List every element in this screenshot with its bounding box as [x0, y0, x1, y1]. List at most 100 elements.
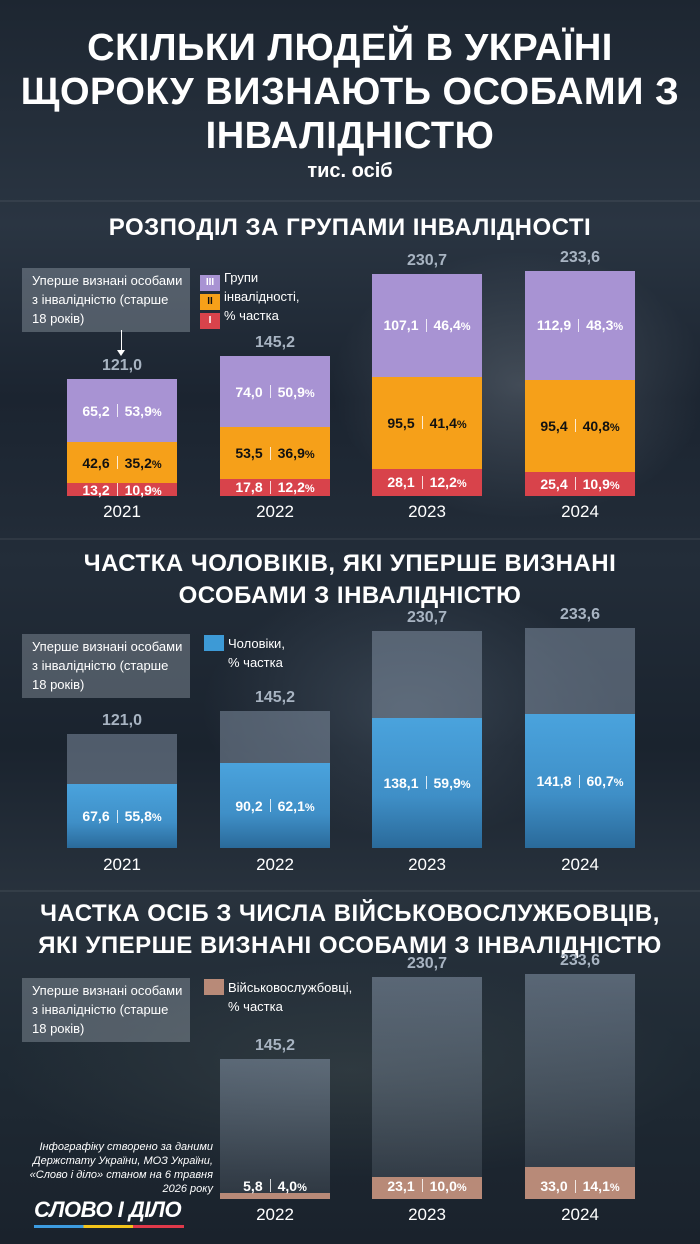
percent-number: 50,9 [277, 383, 305, 400]
percent-number: 10,9 [124, 481, 152, 498]
year-label: 2023 [408, 502, 446, 521]
value-label: 25,4 [540, 475, 568, 492]
bar-2023: 28,1 12,2% 95,5 41,4% 107,1 46,4% 230,7 [372, 252, 482, 496]
page-title: СКІЛЬКИ ЛЮДЕЙ В УКРАЇНІ ЩОРОКУ ВИЗНАЮТЬ … [20, 27, 680, 157]
percent-number: 10,0 [429, 1177, 457, 1194]
legend-military: Військовослужбовці, % частка [204, 978, 352, 1016]
percent-label: 12,2% [278, 479, 315, 495]
percent-sign: % [456, 1181, 467, 1194]
percent-label: 53,9% [125, 403, 162, 419]
section-title-men: ЧАСТКА ЧОЛОВІКІВ, ЯКІ УПЕРШЕ ВИЗНАНІ ОСО… [0, 548, 700, 612]
bar-segment-military [372, 1176, 482, 1199]
percent-label: 46,4% [434, 317, 471, 333]
value-label: 17,8 [235, 479, 263, 496]
note-arrow-head [117, 350, 125, 356]
percent-sign: % [151, 458, 162, 471]
legend-label: % частка [224, 308, 279, 323]
year-label: 2022 [256, 855, 294, 874]
bar-2022: 90,2 62,1% 145,2 [220, 689, 330, 848]
percent-sign: % [304, 449, 315, 462]
percent-label: 10,0% [430, 1178, 467, 1194]
percent-sign: % [151, 812, 162, 825]
note-military: Уперше визнані особами з інвалідністю (с… [22, 978, 190, 1042]
bar-total-label: 121,0 [101, 712, 143, 730]
value-separator [421, 416, 423, 430]
section-divider [0, 890, 700, 892]
brand-logo: СЛОВО І ДІЛО [34, 1197, 184, 1228]
value-separator [269, 480, 271, 494]
percent-number: 62,1 [277, 797, 305, 814]
legend-groups: III Групи II інвалідності, I % частка [200, 268, 299, 329]
unit-label: тис. осіб [307, 160, 393, 182]
percent-number: 41,4 [429, 414, 457, 431]
percent-label: 35,2% [125, 455, 162, 471]
value-separator [574, 1179, 576, 1193]
value-separator [421, 1179, 423, 1193]
year-label: 2021 [103, 855, 141, 874]
bar-segment-I: 13,2 10,9% [67, 481, 177, 498]
value-label: 141,8 [536, 773, 572, 790]
percent-sign: % [609, 421, 620, 434]
percent-sign: % [460, 321, 471, 334]
legend-swatch-military [204, 979, 224, 995]
bar-value-label: 33,0 14,1% [525, 1173, 635, 1199]
value-separator [116, 456, 118, 470]
percent-label: 50,9% [278, 384, 315, 400]
bar-segment-Чоловіки: 141,8 60,7% [525, 714, 635, 848]
percent-sign: % [151, 485, 162, 498]
bar-segment-III: 74,0 50,9% [220, 356, 330, 428]
bar-segment-III: 65,2 53,9% [67, 379, 177, 443]
percent-label: 10,9% [583, 476, 620, 492]
percent-label: 10,9% [125, 482, 162, 498]
bar-segment-II: 53,5 36,9% [220, 427, 330, 479]
percent-sign: % [304, 801, 315, 814]
year-label: 2023 [408, 1205, 446, 1224]
percent-sign: % [609, 1182, 620, 1194]
value-label: 95,4 [540, 417, 568, 434]
value-separator [269, 385, 271, 399]
bar-2023: 138,1 59,9% 230,7 [372, 609, 482, 848]
percent-label: 36,9% [278, 445, 315, 461]
value-separator [425, 318, 427, 332]
bar-segment-Чоловіки: 67,6 55,8% [67, 784, 177, 848]
legend-swatch-II: II [200, 294, 220, 310]
value-separator [269, 799, 271, 813]
value-label: 74,0 [235, 383, 263, 400]
bar-segment-Чоловіки: 90,2 62,1% [220, 763, 330, 848]
legend-men: Чоловіки, % частка [204, 634, 285, 672]
percent-label: 55,8% [125, 808, 162, 824]
bar-2023: 23,1 10,0% 230,7 [372, 955, 482, 1199]
bar-segment-II: 95,5 41,4% [372, 376, 482, 469]
year-label: 2024 [561, 1205, 599, 1224]
value-label: 5,8 [243, 1177, 263, 1194]
percent-label: 60,7% [587, 773, 624, 789]
legend-label: Військовослужбовці, [228, 980, 353, 995]
percent-label: 40,8% [583, 418, 620, 434]
value-label: 90,2 [235, 797, 263, 814]
value-label: 13,2 [82, 481, 110, 498]
percent-label: 12,2% [430, 474, 467, 490]
note-groups: Уперше визнані особами з інвалідністю (с… [22, 268, 190, 332]
percent-number: 40,8 [582, 417, 610, 434]
percent-sign: % [304, 387, 315, 400]
percent-number: 46,4 [433, 317, 461, 334]
section-divider [0, 200, 700, 202]
brand-logo-underline [34, 1225, 184, 1228]
value-separator [574, 419, 576, 433]
bar-2024: 25,4 10,9% 95,4 40,8% 112,9 48,3% 233,6 [525, 249, 635, 496]
percent-number: 12,2 [277, 479, 305, 496]
bar-segment-Чоловіки: 138,1 59,9% [372, 717, 482, 848]
section-title-military: ЧАСТКА ОСІБ З ЧИСЛА ВІЙСЬКОВОСЛУЖБОВЦІВ,… [0, 898, 700, 962]
percent-number: 4,0 [277, 1177, 298, 1194]
legend-label: % частка [228, 655, 283, 670]
percent-sign: % [460, 778, 471, 791]
legend-label: Групи [224, 270, 259, 285]
bar-2022: 17,8 12,2% 53,5 36,9% 74,0 50,9% 145,2 [220, 334, 330, 496]
percent-sign: % [304, 483, 315, 496]
bar-2024: 33,0 14,1% 233,6 [525, 952, 635, 1199]
percent-sign: % [151, 406, 162, 419]
section-title-groups: РОЗПОДІЛ ЗА ГРУПАМИ ІНВАЛІДНОСТІ [108, 214, 592, 241]
year-label: 2022 [256, 502, 294, 521]
bar-segment-I: 25,4 10,9% [525, 471, 635, 496]
year-label: 2024 [561, 855, 599, 874]
